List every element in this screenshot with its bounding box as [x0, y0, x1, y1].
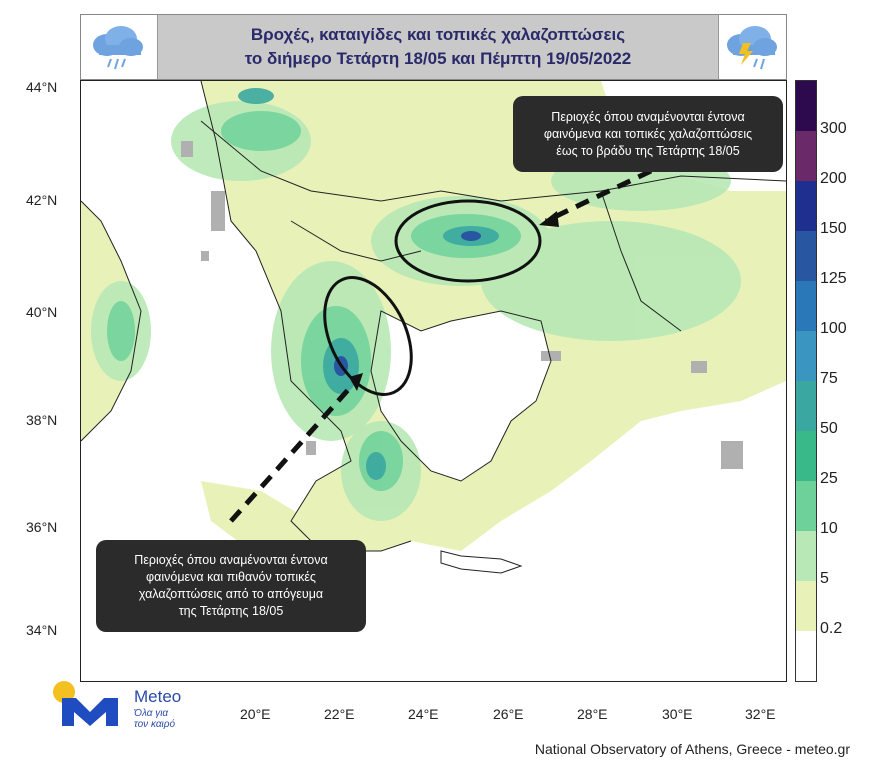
region-ellipse-central [323, 276, 413, 396]
colorbar-segment [796, 481, 816, 531]
callout-line: φαινόμενα και πιθανόν τοπικές [146, 570, 316, 584]
meteo-logo-icon [53, 681, 118, 726]
lon-label: 24°E [408, 706, 439, 722]
lon-label: 28°E [577, 706, 608, 722]
callout-line: Περιοχές όπου αναμένονται έντονα [134, 553, 328, 567]
lat-label: 34°N [26, 622, 58, 638]
colorbar-label: 75 [820, 370, 838, 387]
colorbar-label: 10 [820, 520, 838, 537]
colorbar-segment [796, 631, 816, 681]
colorbar-segment [796, 81, 816, 131]
logo-tagline-2: τον καιρό [134, 719, 176, 730]
callout-line: χαλαζοπτώσεις από το απόγευμα [138, 587, 324, 601]
lon-label: 26°E [493, 706, 524, 722]
colorbar [795, 80, 817, 682]
colorbar-label: 125 [820, 270, 847, 287]
lon-label: 32°E [745, 706, 776, 722]
callout-line: Περιοχές όπου αναμένονται έντονα [551, 109, 745, 124]
region-ellipse-northeast [394, 199, 542, 283]
colorbar-label: 25 [820, 470, 838, 487]
storm-cloud-icon [727, 26, 777, 70]
footer-credit: National Observatory of Athens, Greece -… [534, 741, 850, 757]
title-box: Βροχές, καταιγίδες και τοπικές χαλαζοπτώ… [80, 14, 787, 80]
arrow-northeast [544, 168, 653, 224]
colorbar-segment [796, 231, 816, 281]
title-panel: Βροχές, καταιγίδες και τοπικές χαλαζοπτώ… [157, 15, 719, 79]
rain-cloud-icon [93, 26, 143, 70]
title-line-2: το διήμερο Τετάρτη 18/05 και Πέμπτη 19/0… [244, 49, 632, 68]
colorbar-segment [796, 331, 816, 381]
arrow-southwest [229, 379, 358, 523]
lat-label: 40°N [26, 304, 58, 320]
lat-label: 38°N [26, 412, 58, 428]
colorbar-label: 150 [820, 220, 847, 237]
title-line-1: Βροχές, καταιγίδες και τοπικές χαλαζοπτώ… [250, 25, 626, 44]
colorbar-label: 100 [820, 320, 847, 337]
colorbar-label: 0.2 [820, 620, 843, 637]
logo-name: Meteo [134, 687, 182, 706]
colorbar-segment [796, 531, 816, 581]
colorbar-segment [796, 281, 816, 331]
lon-label: 20°E [240, 706, 271, 722]
colorbar-segment [796, 131, 816, 181]
colorbar-label: 50 [820, 420, 838, 437]
callout-line: φαινόμενα και τοπικές χαλαζοπτώσεις [543, 126, 753, 141]
colorbar-label: 200 [820, 170, 847, 187]
lat-label: 44°N [26, 79, 58, 95]
callout-southwest: Περιοχές όπου αναμένονται έντονα φαινόμε… [96, 540, 366, 632]
lat-label: 36°N [26, 519, 58, 535]
colorbar-label: 300 [820, 120, 847, 137]
lat-label: 42°N [26, 192, 58, 208]
colorbar-segment [796, 181, 816, 231]
colorbar-label: 5 [820, 570, 829, 587]
colorbar-segment [796, 431, 816, 481]
lon-label: 30°E [662, 706, 693, 722]
callout-line: της Τετάρτης 18/05 [178, 604, 284, 618]
callout-line: έως το βράδυ της Τετάρτης 18/05 [556, 143, 740, 158]
logo-tagline-1: Όλα για [134, 708, 169, 719]
callout-northeast: Περιοχές όπου αναμένονται έντονα φαινόμε… [513, 96, 783, 172]
colorbar-segment [796, 581, 816, 631]
lon-label: 22°E [324, 706, 355, 722]
colorbar-segment [796, 381, 816, 431]
